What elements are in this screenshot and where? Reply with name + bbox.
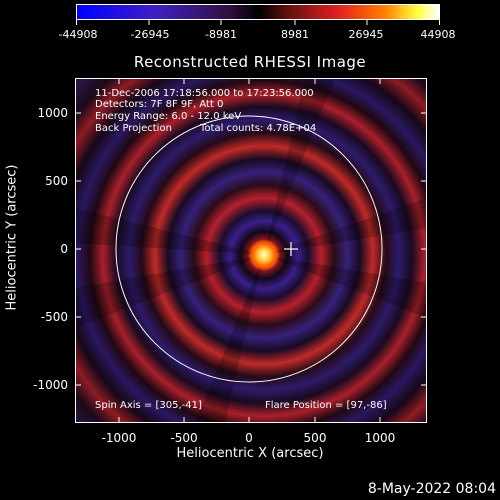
colorbar-tick-label: 8981: [281, 28, 309, 41]
time-range-text: 11-Dec-2006 17:18:56.000 to 17:23:56.000: [95, 88, 314, 99]
x-tick-label: -500: [170, 431, 198, 445]
colorbar-tick-label: 44908: [420, 28, 456, 41]
y-tick-label: 1000: [37, 106, 68, 120]
spin-axis-text: Spin Axis = [305,-41]: [95, 400, 202, 411]
y-tick-label: 0: [60, 242, 68, 256]
colorbar-tick-label: -44908: [58, 28, 98, 41]
image-title: Reconstructed RHESSI Image: [133, 53, 367, 71]
total-counts-text: Total counts: 4.78E+04: [200, 123, 317, 134]
x-tick-label: 1000: [364, 431, 396, 445]
y-axis-label: Heliocentric Y (arcsec): [4, 164, 20, 311]
y-tick-label: -500: [40, 310, 68, 324]
x-tick-label: 0: [245, 431, 253, 445]
creation-date: 8-May-2022 08:04: [367, 481, 496, 497]
colorbar-tick-label: -26945: [130, 28, 170, 41]
y-tick-label: -1000: [33, 378, 68, 392]
colorbar-tick-label: 26945: [348, 28, 384, 41]
flare-position-text: Flare Position = [97,-86]: [265, 400, 387, 411]
detectors-text: Detectors: 7F 8F 9F, Att 0: [95, 99, 224, 110]
rhessi-image: [75, 78, 427, 423]
method-text: Back Projection: [95, 123, 172, 134]
x-axis-label: Heliocentric X (arcsec): [176, 446, 324, 461]
colorbar-ticks: [76, 19, 440, 25]
energy-range-text: Energy Range: 6.0 - 12.0 keV: [95, 111, 242, 122]
colorbar-tick-label: -8981: [205, 28, 237, 41]
x-tick-label: 500: [303, 431, 327, 445]
y-tick-label: 500: [45, 174, 68, 188]
x-tick-label: -1000: [101, 431, 137, 445]
spin-axis-marker: [284, 242, 298, 256]
colorbar: [76, 4, 440, 20]
